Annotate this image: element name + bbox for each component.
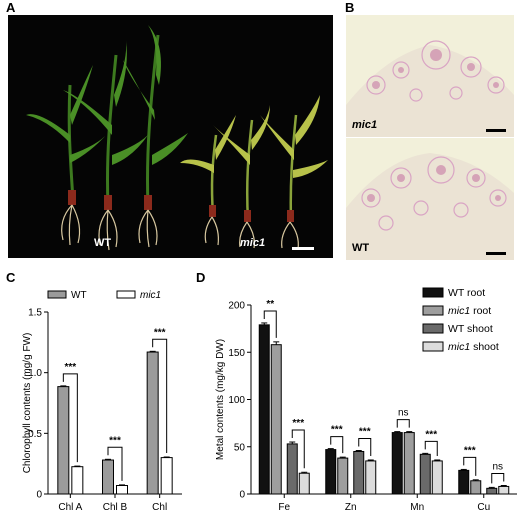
- x-tick-label: Chl B: [103, 502, 128, 513]
- significance-label: ***: [292, 418, 304, 429]
- x-tick-label: Fe: [278, 502, 290, 513]
- legend-label: mic1 shoot: [448, 341, 499, 353]
- legend-label: mic1: [140, 290, 161, 301]
- bar: [286, 443, 298, 495]
- panel-b-wt-section: WT: [346, 138, 514, 260]
- legend-swatch: [422, 323, 444, 334]
- bar: [160, 457, 173, 495]
- bar: [71, 466, 84, 495]
- tissue-section-illustration: [346, 153, 514, 260]
- x-tick-label: Zn: [345, 502, 357, 513]
- legend-swatch: [116, 290, 136, 299]
- significance-bracket: [330, 436, 344, 454]
- significance-label: ns: [398, 408, 409, 419]
- y-axis-label: Metal contents (mg/kg DW): [215, 339, 226, 460]
- significance-label: ns: [492, 461, 503, 472]
- maize-plants-illustration: [26, 25, 328, 251]
- y-tick-label: 1.0: [28, 368, 42, 379]
- bar: [116, 485, 128, 495]
- significance-label: ***: [64, 362, 76, 373]
- y-tick-label: 200: [228, 301, 245, 312]
- significance-label: **: [266, 299, 274, 310]
- bar: [270, 344, 282, 495]
- x-tick-label: Chl: [152, 502, 167, 513]
- legend-label: mic1 root: [448, 305, 491, 317]
- bar: [470, 480, 482, 495]
- mic1-section-label: mic1: [352, 119, 378, 131]
- bar: [146, 351, 159, 495]
- bar: [365, 460, 377, 495]
- y-tick-label: 1.5: [28, 308, 42, 319]
- y-tick-label: 0: [239, 490, 245, 501]
- bar: [57, 386, 70, 495]
- significance-bracket: [62, 373, 78, 463]
- bar: [486, 487, 498, 495]
- wt-section-label: WT: [352, 242, 370, 254]
- significance-label: ***: [464, 445, 476, 456]
- significance-bracket: [291, 429, 305, 469]
- bar: [337, 457, 349, 495]
- scale-bar: [292, 247, 314, 250]
- bar: [258, 324, 270, 495]
- wt-plant-label: WT: [94, 237, 112, 249]
- y-tick-label: 0.5: [28, 429, 42, 440]
- significance-bracket: [396, 419, 410, 428]
- legend-label: WT root: [448, 287, 485, 299]
- bar: [353, 450, 365, 495]
- legend-swatch: [422, 305, 444, 316]
- significance-label: ***: [359, 427, 371, 438]
- bar: [458, 469, 470, 495]
- y-tick-label: 150: [228, 348, 245, 359]
- legend-label: WT shoot: [448, 323, 493, 335]
- panel-c-letter: C: [6, 270, 16, 285]
- legend-swatch: [47, 290, 67, 299]
- significance-label: ***: [331, 425, 343, 436]
- x-tick-label: Chl A: [58, 502, 82, 513]
- x-tick-label: Cu: [477, 502, 490, 513]
- y-axis-label: Chlorophyll contents (mg/g FW): [22, 333, 33, 474]
- significance-bracket: [491, 472, 505, 484]
- significance-label: ***: [109, 435, 121, 446]
- significance-bracket: [424, 440, 438, 456]
- panel-d-letter: D: [196, 270, 206, 285]
- panel-a-plant-photo: WT mic1: [8, 15, 333, 258]
- x-tick-label: Mn: [410, 502, 424, 513]
- bar: [498, 485, 510, 495]
- significance-bracket: [263, 310, 277, 338]
- bar: [431, 460, 443, 495]
- significance-bracket: [463, 456, 477, 476]
- metal-contents-chart: 0 50 100 150 200 Metal contents (mg/kg DW) Fe *…: [215, 287, 517, 513]
- legend-swatch: [422, 287, 444, 298]
- y-tick-label: 50: [234, 442, 246, 453]
- significance-label: ***: [425, 429, 437, 440]
- bar: [419, 453, 431, 495]
- legend-swatch: [422, 341, 444, 352]
- bar: [102, 459, 114, 495]
- significance-bracket: [152, 338, 168, 453]
- bar: [298, 472, 310, 495]
- bar: [325, 449, 337, 495]
- bar: [403, 432, 415, 495]
- scale-bar: [486, 252, 506, 255]
- tissue-section-illustration: [346, 40, 514, 137]
- legend-label: WT: [71, 290, 87, 301]
- chlorophyll-chart: 0 0.5 1.0 1.5 Chlorophyll contents (mg/g FW)…: [22, 290, 182, 513]
- panel-a-letter: A: [6, 0, 16, 15]
- scale-bar: [486, 129, 506, 132]
- significance-bracket: [107, 446, 123, 481]
- y-tick-label: 100: [228, 395, 245, 406]
- panel-b-letter: B: [345, 0, 355, 15]
- panel-b-mic1-section: mic1: [346, 15, 514, 137]
- significance-label: ***: [154, 327, 166, 338]
- bar: [391, 432, 403, 495]
- mic1-plant-label: mic1: [240, 237, 266, 249]
- significance-bracket: [358, 438, 372, 456]
- y-tick-label: 0: [36, 490, 42, 501]
